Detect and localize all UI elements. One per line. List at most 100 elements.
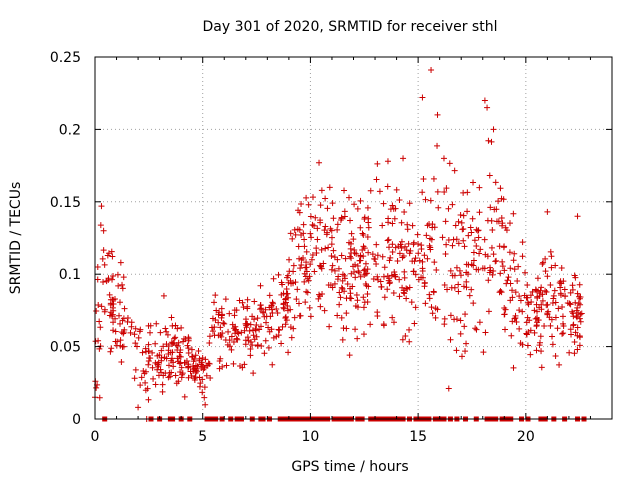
data-point — [232, 330, 239, 337]
data-point — [384, 183, 391, 190]
data-point — [339, 277, 346, 284]
data-point — [201, 384, 208, 391]
data-point — [452, 222, 459, 229]
data-point — [206, 333, 213, 340]
data-point — [421, 252, 428, 259]
data-point — [385, 236, 392, 243]
y-axis-label: SRMTID / TECUs — [8, 182, 24, 295]
data-point — [386, 244, 393, 251]
data-point — [577, 311, 584, 318]
data-point — [504, 277, 511, 284]
data-point — [357, 257, 364, 264]
data-point — [302, 299, 309, 306]
data-point — [221, 320, 228, 327]
data-point — [379, 253, 386, 260]
data-point — [374, 309, 381, 316]
data-point — [158, 347, 165, 354]
data-point — [319, 291, 326, 298]
data-point — [289, 235, 296, 242]
data-point — [323, 231, 330, 238]
data-point — [303, 248, 310, 255]
data-point — [545, 308, 552, 315]
data-point — [465, 232, 472, 239]
data-point — [322, 223, 329, 230]
data-point — [439, 234, 446, 241]
data-point — [491, 206, 498, 213]
data-point — [321, 307, 328, 314]
data-point — [387, 206, 394, 213]
data-point — [455, 240, 462, 247]
data-point — [311, 268, 318, 275]
data-point — [387, 254, 394, 261]
data-point — [282, 313, 289, 320]
data-point — [279, 323, 286, 330]
data-point — [427, 197, 434, 204]
data-point — [334, 256, 341, 263]
data-point — [461, 323, 468, 330]
data-point — [401, 268, 408, 275]
data-point — [574, 290, 581, 297]
data-point — [269, 306, 276, 313]
data-point — [447, 267, 454, 274]
data-point — [370, 276, 377, 283]
data-point — [165, 362, 172, 369]
data-point — [231, 312, 238, 319]
data-point — [335, 265, 342, 272]
x-tick-label: 20 — [517, 429, 535, 445]
data-point — [245, 337, 252, 344]
data-point — [172, 322, 179, 329]
data-point — [93, 384, 100, 391]
data-point — [490, 251, 497, 258]
data-point — [567, 326, 574, 333]
data-point — [341, 208, 348, 215]
data-point — [416, 257, 423, 264]
data-point — [447, 336, 454, 343]
data-point — [434, 306, 441, 313]
data-point — [309, 194, 316, 201]
data-point — [265, 344, 272, 351]
data-point — [288, 280, 295, 287]
data-point — [512, 312, 519, 319]
data-point — [103, 278, 110, 285]
data-point — [222, 296, 229, 303]
data-point — [409, 258, 416, 265]
data-point — [371, 255, 378, 262]
data-point — [234, 336, 241, 343]
data-point — [374, 160, 381, 167]
data-point — [431, 224, 438, 231]
data-point — [220, 319, 227, 326]
data-point — [407, 247, 414, 254]
data-point — [172, 334, 179, 341]
data-point — [117, 337, 124, 344]
data-point — [168, 339, 175, 346]
data-point — [219, 311, 226, 318]
data-point — [367, 321, 374, 328]
data-point — [542, 255, 549, 262]
data-point — [142, 348, 149, 355]
data-point — [282, 295, 289, 302]
data-point — [497, 185, 504, 192]
data-point — [463, 340, 470, 347]
data-point — [178, 364, 185, 371]
data-point — [362, 260, 369, 267]
data-point — [350, 236, 357, 243]
data-point — [202, 356, 209, 363]
data-point — [145, 361, 152, 368]
data-point — [149, 364, 156, 371]
data-point — [533, 347, 540, 354]
data-point — [490, 267, 497, 274]
data-point — [331, 267, 338, 274]
data-point — [226, 310, 233, 317]
data-point — [495, 198, 502, 205]
data-point — [120, 274, 127, 281]
data-point — [547, 282, 554, 289]
data-point — [559, 304, 566, 311]
data-point — [192, 352, 199, 359]
data-point — [233, 307, 240, 314]
data-point — [246, 327, 253, 334]
data-point — [431, 259, 438, 266]
data-point — [496, 243, 503, 250]
data-point — [501, 267, 508, 274]
data-point — [398, 238, 405, 245]
